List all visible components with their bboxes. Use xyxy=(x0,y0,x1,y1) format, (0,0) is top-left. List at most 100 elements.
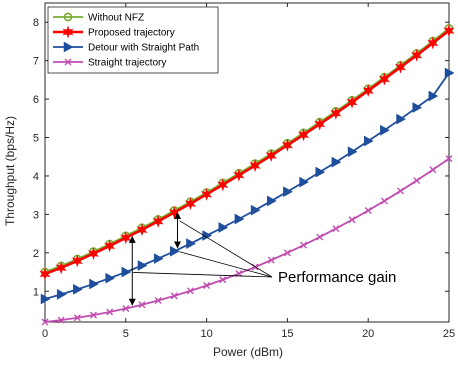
legend-marker xyxy=(63,12,73,22)
data-point xyxy=(138,301,146,309)
x-tick-label: 10 xyxy=(200,328,212,340)
legend-marker xyxy=(63,41,74,53)
series-detour-with-straight-path xyxy=(40,67,455,305)
pointer-line xyxy=(179,251,273,278)
data-point xyxy=(71,254,83,268)
data-point xyxy=(283,249,291,257)
data-point xyxy=(87,247,100,260)
data-point xyxy=(281,138,293,152)
legend-item: Straight trajectory xyxy=(53,58,166,69)
data-point xyxy=(233,168,245,182)
data-point xyxy=(429,166,437,174)
data-point xyxy=(380,124,390,136)
data-point xyxy=(380,197,388,205)
data-point xyxy=(203,281,211,289)
data-point xyxy=(234,213,245,225)
legend-label: Straight trajectory xyxy=(88,58,166,69)
legend-marker xyxy=(64,58,72,66)
data-point xyxy=(136,223,148,237)
data-point xyxy=(427,36,439,50)
data-point xyxy=(55,261,67,275)
data-point xyxy=(39,267,51,281)
data-point xyxy=(413,177,421,185)
data-point xyxy=(378,72,390,86)
data-point xyxy=(364,207,372,215)
data-point xyxy=(300,241,308,249)
data-point xyxy=(218,222,229,233)
legend-label: Without NFZ xyxy=(88,13,144,24)
data-point xyxy=(120,231,132,245)
data-point xyxy=(267,256,275,264)
data-point xyxy=(106,308,114,316)
legend-label: Proposed trajectory xyxy=(88,28,175,39)
data-point xyxy=(265,149,277,162)
legend-label: Detour with Straight Path xyxy=(88,43,199,54)
y-tick-label: 7 xyxy=(33,56,39,68)
data-point xyxy=(152,214,164,228)
data-point xyxy=(330,106,342,120)
data-point xyxy=(170,245,180,257)
data-point xyxy=(443,24,455,38)
data-point xyxy=(73,283,83,295)
y-tick-label: 5 xyxy=(33,133,39,145)
data-point xyxy=(40,293,51,305)
data-point xyxy=(217,178,229,192)
data-point xyxy=(332,225,340,233)
y-tick-label: 4 xyxy=(33,171,39,183)
data-point xyxy=(331,156,342,168)
x-axis-label: Power (dBm) xyxy=(213,345,283,359)
data-point xyxy=(396,113,407,125)
data-point xyxy=(153,253,164,265)
legend-item: Detour with Straight Path xyxy=(53,41,199,54)
data-point xyxy=(73,314,81,322)
data-point xyxy=(249,159,261,172)
data-point xyxy=(89,311,97,319)
x-tick-label: 15 xyxy=(281,328,293,340)
data-point xyxy=(347,146,358,158)
pointer-line xyxy=(179,220,273,278)
y-tick-label: 1 xyxy=(33,286,39,298)
data-point xyxy=(411,48,423,62)
x-tick-label: 0 xyxy=(42,328,48,340)
data-point xyxy=(394,60,407,74)
data-point xyxy=(397,187,405,195)
data-point xyxy=(122,305,130,313)
data-point xyxy=(186,287,194,295)
data-point xyxy=(121,266,132,278)
data-point xyxy=(315,166,326,178)
data-point xyxy=(202,230,213,241)
legend-item: Without NFZ xyxy=(53,13,144,24)
data-point xyxy=(445,155,453,163)
annotation-arrows xyxy=(128,211,273,306)
data-point xyxy=(314,117,326,131)
data-point xyxy=(299,176,310,188)
data-point xyxy=(348,216,356,224)
data-point xyxy=(137,260,148,271)
data-point xyxy=(41,318,49,326)
y-tick-label: 2 xyxy=(33,248,39,260)
pointer-line xyxy=(133,272,273,278)
data-point xyxy=(56,288,67,300)
legend-marker xyxy=(62,25,74,39)
data-point xyxy=(186,238,196,250)
data-point xyxy=(412,102,423,113)
data-point xyxy=(105,272,116,284)
legend-item: Proposed trajectory xyxy=(53,25,175,39)
y-axis-label: Throughput (bps/Hz) xyxy=(3,116,17,226)
data-point xyxy=(104,239,116,253)
data-point xyxy=(89,278,99,290)
data-point xyxy=(362,84,374,98)
data-point xyxy=(363,135,374,147)
y-tick-label: 6 xyxy=(33,94,39,106)
data-point xyxy=(444,67,455,79)
data-point xyxy=(219,276,227,284)
series-lines xyxy=(39,23,455,326)
y-tick-label: 8 xyxy=(33,17,39,29)
data-point xyxy=(57,316,65,324)
data-point xyxy=(283,186,293,198)
data-point xyxy=(298,128,310,142)
x-tick-label: 20 xyxy=(362,328,374,340)
performance-gain-label: Performance gain xyxy=(278,269,396,286)
x-tick-label: 25 xyxy=(443,328,455,340)
